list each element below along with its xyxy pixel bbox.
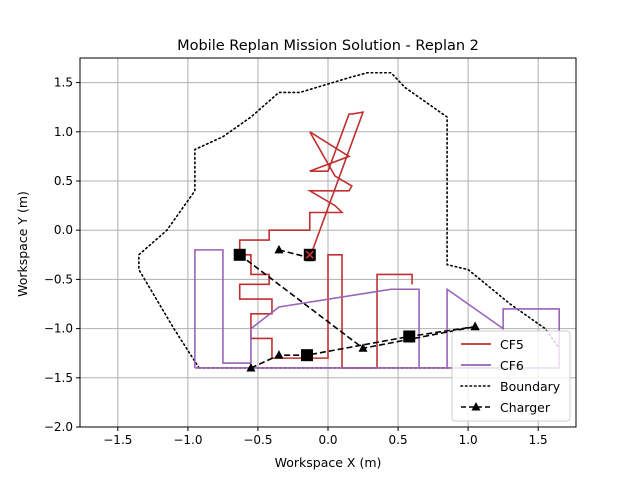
y-tick-label: 0.5 bbox=[54, 174, 73, 188]
charger-line bbox=[278, 249, 310, 259]
x-tick-label: 0.0 bbox=[318, 433, 337, 447]
y-tick-label: −1.0 bbox=[44, 322, 73, 336]
charger-marker bbox=[358, 343, 368, 352]
x-tick-label: 0.5 bbox=[389, 433, 408, 447]
legend-label: CF5 bbox=[500, 337, 524, 352]
charger-line bbox=[239, 254, 476, 350]
charger-marker bbox=[246, 362, 256, 372]
charger-marker bbox=[274, 350, 284, 359]
x-tick-label: 1.0 bbox=[459, 433, 478, 447]
y-axis-ticks: −2.0 −1.5 −1.0 −0.5 0.0 0.5 1.0 1.5 bbox=[44, 76, 80, 434]
x-tick-label: −1.0 bbox=[173, 433, 202, 447]
chart-title: Mobile Replan Mission Solution - Replan … bbox=[177, 38, 479, 54]
legend-label: Boundary bbox=[500, 379, 561, 394]
marker-layer bbox=[233, 244, 480, 372]
charger-square-marker bbox=[233, 248, 246, 261]
legend-box bbox=[451, 330, 571, 422]
charger-marker bbox=[274, 244, 284, 254]
series-layer bbox=[194, 111, 560, 369]
y-tick-label: −0.5 bbox=[44, 272, 73, 286]
cf5-path bbox=[238, 111, 413, 369]
x-tick-label: −1.5 bbox=[103, 433, 132, 447]
y-axis-label: Workspace Y (m) bbox=[15, 191, 30, 297]
charger-marker bbox=[470, 321, 480, 331]
y-tick-label: −2.0 bbox=[44, 420, 73, 434]
cf5-x-marker bbox=[305, 250, 314, 259]
legend-label: CF6 bbox=[500, 358, 524, 373]
y-tick-label: −1.5 bbox=[44, 371, 73, 385]
legend-label: Charger bbox=[500, 400, 551, 415]
y-tick-label: 1.0 bbox=[54, 125, 73, 139]
x-tick-label: 1.5 bbox=[529, 433, 548, 447]
charger-square-marker bbox=[300, 349, 313, 362]
legend: CF5 CF6 Boundary Charger bbox=[451, 330, 571, 422]
x-tick-label: −0.5 bbox=[243, 433, 272, 447]
boundary-layer bbox=[138, 71, 560, 369]
grid-lines bbox=[80, 58, 576, 428]
cf6-path bbox=[194, 249, 560, 369]
x-axis-label: Workspace X (m) bbox=[275, 455, 382, 470]
x-axis-ticks: −1.5 −1.0 −0.5 0.0 0.5 1.0 1.5 bbox=[103, 427, 548, 447]
charger-square-marker bbox=[403, 330, 416, 343]
y-tick-label: 1.5 bbox=[54, 76, 73, 90]
boundary-line bbox=[138, 71, 560, 369]
legend-charger-marker bbox=[471, 402, 481, 411]
y-tick-label: 0.0 bbox=[54, 223, 73, 237]
